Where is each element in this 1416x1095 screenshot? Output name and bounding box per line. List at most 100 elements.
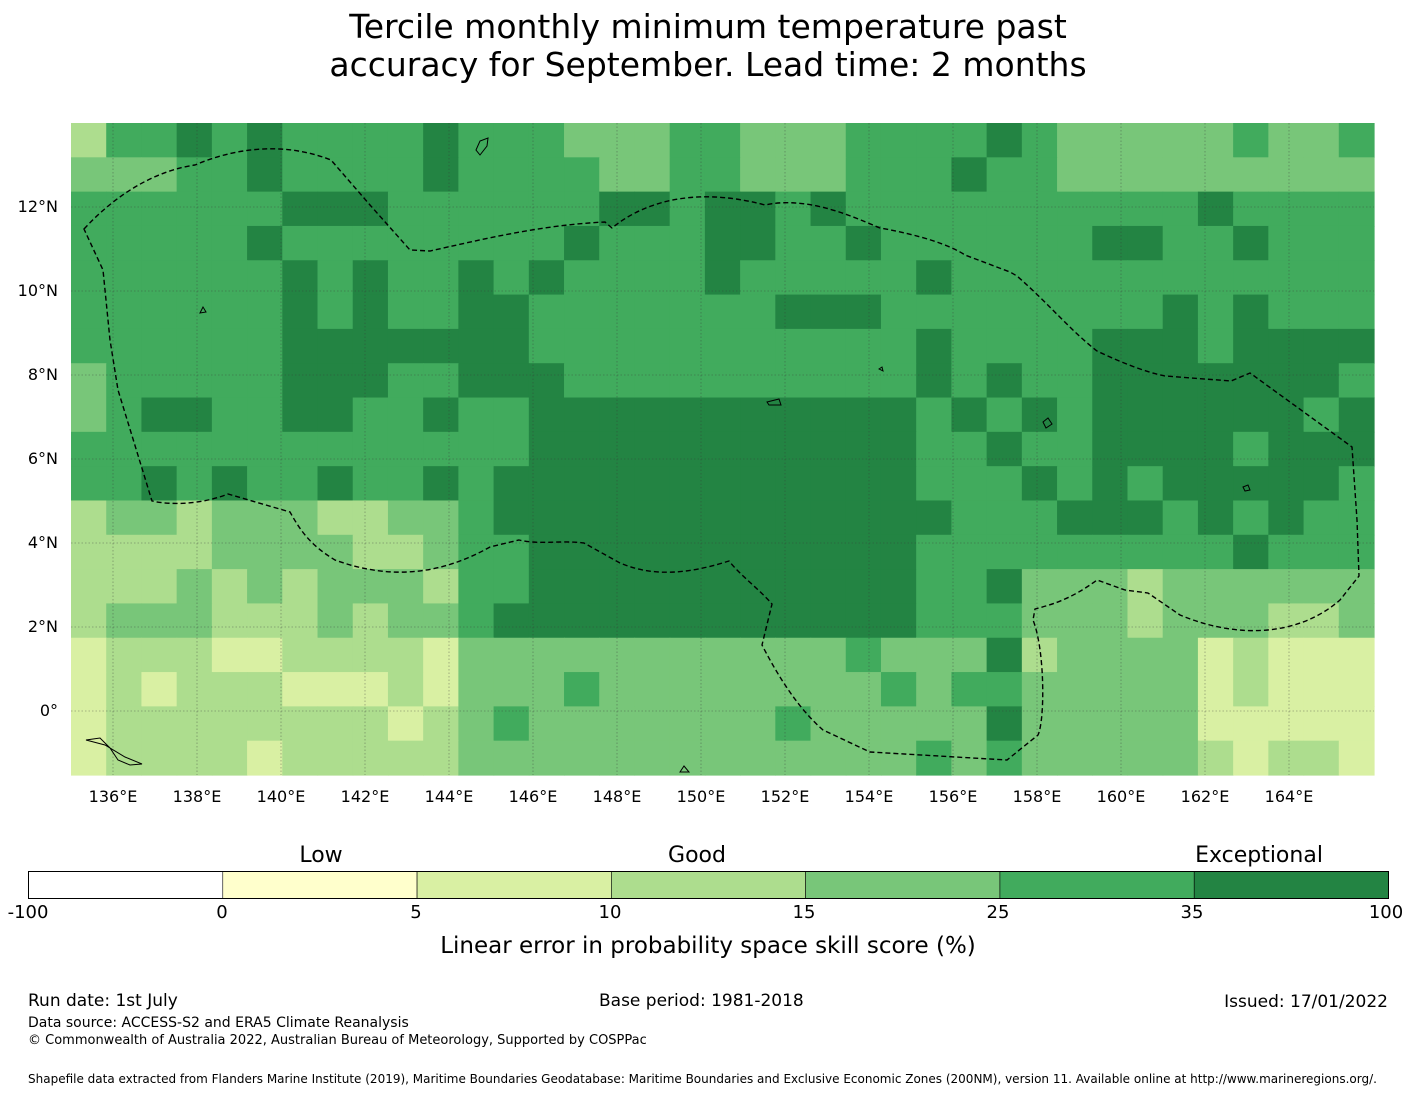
skill-cell bbox=[387, 466, 424, 502]
skill-cell bbox=[1127, 123, 1164, 158]
skill-cell bbox=[951, 225, 988, 261]
skill-cell bbox=[387, 637, 424, 673]
skill-cell bbox=[1268, 672, 1305, 707]
x-tick-label: 144°E bbox=[424, 787, 474, 806]
skill-cell bbox=[775, 569, 812, 605]
skill-cell bbox=[1162, 672, 1199, 707]
skill-cell bbox=[493, 397, 530, 433]
skill-cell bbox=[704, 603, 741, 639]
skill-cell bbox=[986, 466, 1023, 502]
x-tick-label: 152°E bbox=[760, 787, 810, 806]
skill-cell bbox=[1233, 569, 1269, 605]
skill-cell bbox=[951, 603, 988, 639]
skill-cell bbox=[1233, 637, 1269, 673]
skill-cell bbox=[880, 466, 917, 502]
x-tick-label: 138°E bbox=[172, 787, 222, 806]
skill-cell bbox=[247, 672, 283, 707]
skill-cell bbox=[916, 706, 953, 742]
skill-cell bbox=[564, 740, 600, 776]
skill-cell bbox=[141, 672, 178, 707]
skill-cell bbox=[1338, 466, 1375, 502]
skill-cell bbox=[916, 740, 953, 776]
skill-cell bbox=[1092, 500, 1129, 536]
skill-cell bbox=[493, 603, 530, 639]
skill-cell bbox=[317, 500, 354, 536]
skill-cell bbox=[317, 294, 354, 330]
skill-cell bbox=[211, 123, 248, 158]
skill-cell bbox=[916, 397, 953, 433]
skill-cell bbox=[211, 637, 248, 673]
skill-cell bbox=[634, 500, 671, 536]
colorbar-segments bbox=[28, 871, 1389, 899]
skill-cell bbox=[211, 294, 248, 330]
skill-cell bbox=[71, 706, 107, 742]
skill-cell bbox=[423, 363, 459, 399]
skill-cell bbox=[247, 191, 283, 227]
skill-cell bbox=[564, 603, 600, 639]
y-tick-label: 8°N bbox=[27, 365, 58, 384]
skill-cell bbox=[880, 157, 917, 193]
skill-cell bbox=[740, 363, 776, 399]
skill-cell bbox=[704, 466, 741, 502]
skill-cell bbox=[775, 637, 812, 673]
skill-cell bbox=[141, 260, 178, 296]
colorbar bbox=[28, 871, 1389, 899]
skill-cell bbox=[986, 706, 1023, 742]
skill-cell bbox=[810, 191, 847, 227]
skill-cell bbox=[704, 363, 741, 399]
skill-cell bbox=[986, 500, 1023, 536]
skill-cell bbox=[211, 431, 248, 467]
skill-cell bbox=[634, 637, 671, 673]
skill-cell bbox=[916, 431, 953, 467]
skill-cell bbox=[704, 706, 741, 742]
skill-cell bbox=[634, 569, 671, 605]
skill-cell bbox=[528, 431, 565, 467]
skill-cell bbox=[1021, 157, 1058, 193]
skill-cell bbox=[1021, 294, 1058, 330]
skill-cell bbox=[1268, 534, 1305, 570]
skill-cell bbox=[423, 637, 459, 673]
skill-cell bbox=[176, 123, 213, 158]
skill-cell bbox=[106, 431, 143, 467]
skill-cell bbox=[1057, 603, 1093, 639]
skill-cell bbox=[1197, 260, 1234, 296]
skill-cell bbox=[916, 157, 953, 193]
skill-cell bbox=[986, 672, 1023, 707]
skill-cell bbox=[1127, 260, 1164, 296]
skill-cell bbox=[1303, 672, 1340, 707]
skill-cell bbox=[634, 672, 671, 707]
skill-cell bbox=[845, 706, 882, 742]
skill-cell bbox=[387, 500, 424, 536]
skill-cell bbox=[599, 706, 636, 742]
skill-cell bbox=[1162, 363, 1199, 399]
skill-cell bbox=[387, 294, 424, 330]
skill-cell bbox=[493, 500, 530, 536]
skill-cell bbox=[493, 637, 530, 673]
skill-cell bbox=[1021, 672, 1058, 707]
skill-cell bbox=[1057, 328, 1093, 364]
skill-cell bbox=[1233, 328, 1269, 364]
skill-cell bbox=[528, 123, 565, 158]
skill-cell bbox=[1233, 534, 1269, 570]
skill-cell bbox=[141, 363, 178, 399]
skill-cell bbox=[1338, 603, 1375, 639]
skill-cell bbox=[775, 191, 812, 227]
skill-cell bbox=[810, 534, 847, 570]
x-tick-label: 160°E bbox=[1096, 787, 1146, 806]
y-tick-label: 12°N bbox=[17, 197, 58, 216]
skill-cell bbox=[845, 672, 882, 707]
skill-cell bbox=[423, 225, 459, 261]
base-period: Base period: 1981-2018 bbox=[599, 991, 804, 1011]
skill-cell bbox=[317, 637, 354, 673]
skill-cell bbox=[71, 294, 107, 330]
x-tick-label: 140°E bbox=[256, 787, 306, 806]
skill-cell bbox=[810, 431, 847, 467]
skill-cell bbox=[176, 363, 213, 399]
colorbar-category-low: Low bbox=[299, 843, 343, 868]
skill-cell bbox=[986, 294, 1023, 330]
skill-cell bbox=[176, 603, 213, 639]
skill-cell bbox=[71, 603, 107, 639]
skill-cell bbox=[1092, 466, 1129, 502]
skill-cell bbox=[1233, 123, 1269, 158]
copyright-notice: © Commonwealth of Australia 2022, Austra… bbox=[28, 1033, 647, 1048]
